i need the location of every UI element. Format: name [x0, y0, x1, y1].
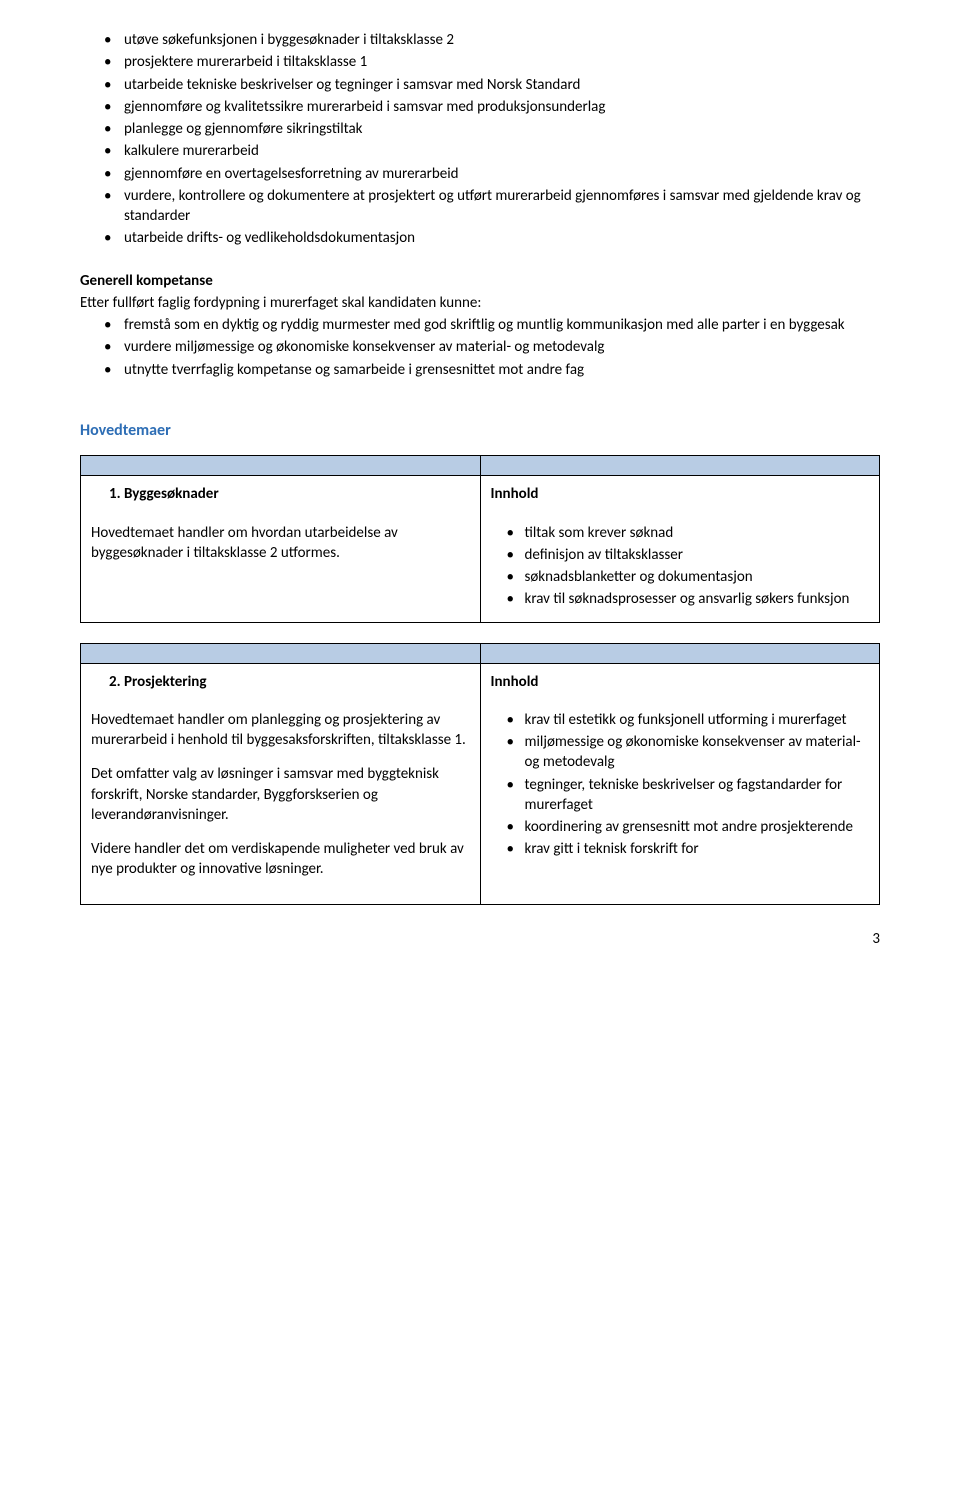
list-item: utarbeide tekniske beskrivelser og tegni… [104, 75, 880, 95]
list-item: søknadsblanketter og dokumentasjon [507, 567, 870, 587]
topic-content-list: tiltak som krever søknad definisjon av t… [491, 523, 870, 610]
page-number: 3 [80, 929, 880, 949]
topic-desc-paragraph: Hovedtemaet handler om hvordan utarbeide… [91, 523, 470, 564]
topic-title: 1. Byggesøknader [91, 484, 470, 504]
list-item: krav til søknadsprosesser og ansvarlig s… [507, 589, 870, 609]
list-item: gjennomføre og kvalitetssikre murerarbei… [104, 97, 880, 117]
topic-title: 2. Prosjektering [91, 672, 470, 692]
blue-cell [480, 643, 880, 663]
list-item: koordinering av grensesnitt mot andre pr… [507, 817, 870, 837]
topic-header-strip [81, 643, 880, 663]
topic-desc-paragraph: Det omfatter valg av løsninger i samsvar… [91, 764, 470, 825]
topic-content-heading: Innhold [491, 672, 870, 692]
general-competence-heading: Generell kompetanse [80, 271, 880, 291]
topic-description: Hovedtemaet handler om planlegging og pr… [91, 710, 470, 880]
list-item: utarbeide drifts- og vedlikeholdsdokumen… [104, 228, 880, 248]
list-item: utnytte tverrfaglig kompetanse og samarb… [104, 360, 880, 380]
list-item: vurdere miljømessige og økonomiske konse… [104, 337, 880, 357]
list-item: utøve søkefunksjonen i byggesøknader i t… [104, 30, 880, 50]
topic-desc-paragraph: Videre handler det om verdiskapende muli… [91, 839, 470, 880]
list-item: krav til estetikk og funksjonell utformi… [507, 710, 870, 730]
list-item: vurdere, kontrollere og dokumentere at p… [104, 186, 880, 227]
topic-content-heading: Innhold [491, 484, 870, 504]
general-competence-lead: Etter fullført faglig fordypning i murer… [80, 293, 880, 313]
topic-table-1: 1. Byggesøknader Hovedtemaet handler om … [80, 455, 880, 622]
topic-table-2: 2. Prosjektering Hovedtemaet handler om … [80, 643, 880, 905]
topic-description: Hovedtemaet handler om hvordan utarbeide… [91, 523, 470, 564]
blue-cell [480, 456, 880, 476]
topic-left-cell: 1. Byggesøknader Hovedtemaet handler om … [81, 476, 481, 622]
list-item: krav gitt i teknisk forskrift for [507, 839, 870, 859]
list-item: kalkulere murerarbeid [104, 141, 880, 161]
topic-header-strip [81, 456, 880, 476]
list-item: planlegge og gjennomføre sikringstiltak [104, 119, 880, 139]
list-item: fremstå som en dyktig og ryddig murmeste… [104, 315, 880, 335]
list-item: miljømessige og økonomiske konsekvenser … [507, 732, 870, 773]
topic-content-list: krav til estetikk og funksjonell utformi… [491, 710, 870, 860]
blue-cell [81, 643, 481, 663]
list-item: tegninger, tekniske beskrivelser og fags… [507, 775, 870, 816]
topic-right-cell: Innhold krav til estetikk og funksjonell… [480, 663, 880, 904]
main-topics-heading: Hovedtemaer [80, 420, 880, 442]
list-item: prosjektere murerarbeid i tiltaksklasse … [104, 52, 880, 72]
topic-right-cell: Innhold tiltak som krever søknad definis… [480, 476, 880, 622]
topic-desc-paragraph: Hovedtemaet handler om planlegging og pr… [91, 710, 470, 751]
topic-left-cell: 2. Prosjektering Hovedtemaet handler om … [81, 663, 481, 904]
general-competence-list: fremstå som en dyktig og ryddig murmeste… [80, 315, 880, 380]
skills-bullet-list: utøve søkefunksjonen i byggesøknader i t… [80, 30, 880, 249]
list-item: tiltak som krever søknad [507, 523, 870, 543]
list-item: definisjon av tiltaksklasser [507, 545, 870, 565]
list-item: gjennomføre en overtagelsesforretning av… [104, 164, 880, 184]
blue-cell [81, 456, 481, 476]
